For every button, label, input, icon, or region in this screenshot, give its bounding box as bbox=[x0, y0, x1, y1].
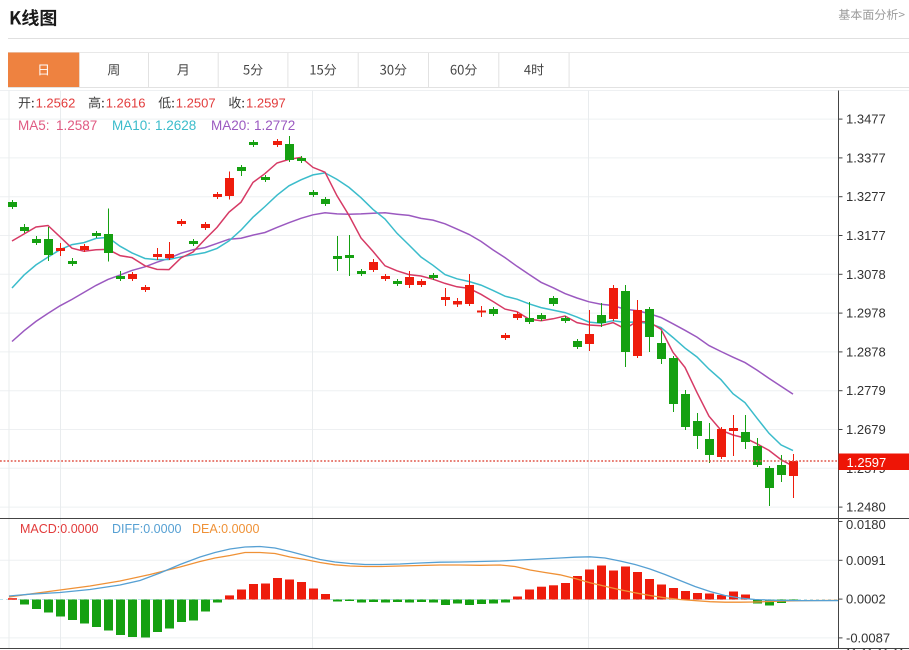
svg-text:1.2779: 1.2779 bbox=[846, 383, 886, 398]
svg-text:MA5:: MA5: bbox=[18, 118, 50, 133]
svg-text:MACD:0.0000: MACD:0.0000 bbox=[20, 522, 99, 536]
svg-text:0.0180: 0.0180 bbox=[846, 517, 886, 532]
svg-text:1.3277: 1.3277 bbox=[846, 189, 886, 204]
svg-text:1.2507: 1.2507 bbox=[176, 96, 216, 111]
svg-text:11:11 11:11: 11:11 11:11 bbox=[845, 647, 905, 650]
svg-text:1.2597: 1.2597 bbox=[246, 96, 286, 111]
svg-text:1.2480: 1.2480 bbox=[846, 500, 886, 515]
svg-text:DEA:0.0000: DEA:0.0000 bbox=[192, 522, 259, 536]
svg-text:MA20:: MA20: bbox=[211, 118, 250, 133]
svg-text:1.2587: 1.2587 bbox=[56, 118, 97, 133]
svg-text:1.2597: 1.2597 bbox=[847, 455, 887, 470]
svg-text:0.0002: 0.0002 bbox=[846, 592, 886, 607]
svg-text:1.2978: 1.2978 bbox=[846, 306, 886, 321]
svg-text:1.2679: 1.2679 bbox=[846, 422, 886, 437]
svg-text:MA10:: MA10: bbox=[112, 118, 151, 133]
svg-text:DIFF:0.0000: DIFF:0.0000 bbox=[112, 522, 182, 536]
svg-text:1.2616: 1.2616 bbox=[106, 96, 146, 111]
svg-text:1.2562: 1.2562 bbox=[36, 96, 76, 111]
svg-text:1.2628: 1.2628 bbox=[155, 118, 196, 133]
svg-text:1.3177: 1.3177 bbox=[846, 228, 886, 243]
svg-text:-0.0087: -0.0087 bbox=[846, 630, 890, 645]
svg-text:1.3377: 1.3377 bbox=[846, 150, 886, 165]
svg-text:1.3078: 1.3078 bbox=[846, 267, 886, 282]
svg-text:0.0091: 0.0091 bbox=[846, 553, 886, 568]
svg-text:1.2878: 1.2878 bbox=[846, 344, 886, 359]
svg-text:1.2772: 1.2772 bbox=[254, 118, 295, 133]
svg-text:1.3477: 1.3477 bbox=[846, 112, 886, 127]
